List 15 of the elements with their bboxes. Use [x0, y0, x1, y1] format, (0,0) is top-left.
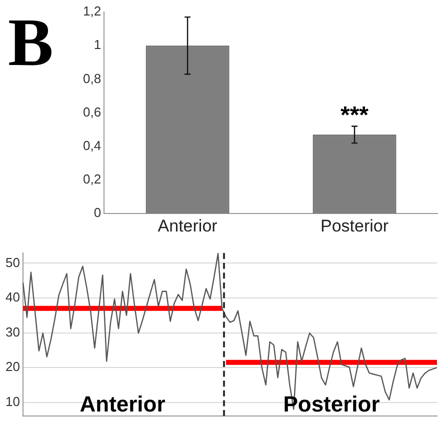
- y-tick-label: 10: [6, 394, 20, 409]
- y-tick-label: 1,2: [82, 4, 102, 19]
- annotation: Anterior: [80, 391, 166, 416]
- y-tick-label: 0,2: [82, 172, 102, 187]
- y-tick-label: 1: [94, 37, 102, 52]
- y-tick-label: 0: [94, 205, 102, 220]
- y-tick-label: 0,6: [82, 104, 102, 120]
- y-tick-label: 30: [6, 324, 20, 340]
- y-tick-label: 0,8: [82, 70, 102, 86]
- y-tick-label: 50: [6, 254, 20, 270]
- chart-title: B: [8, 4, 54, 80]
- y-tick-label: 0,4: [82, 138, 102, 153]
- y-tick-label: 20: [6, 359, 20, 374]
- annotation: ***: [340, 102, 370, 129]
- y-tick-label: 40: [6, 290, 20, 305]
